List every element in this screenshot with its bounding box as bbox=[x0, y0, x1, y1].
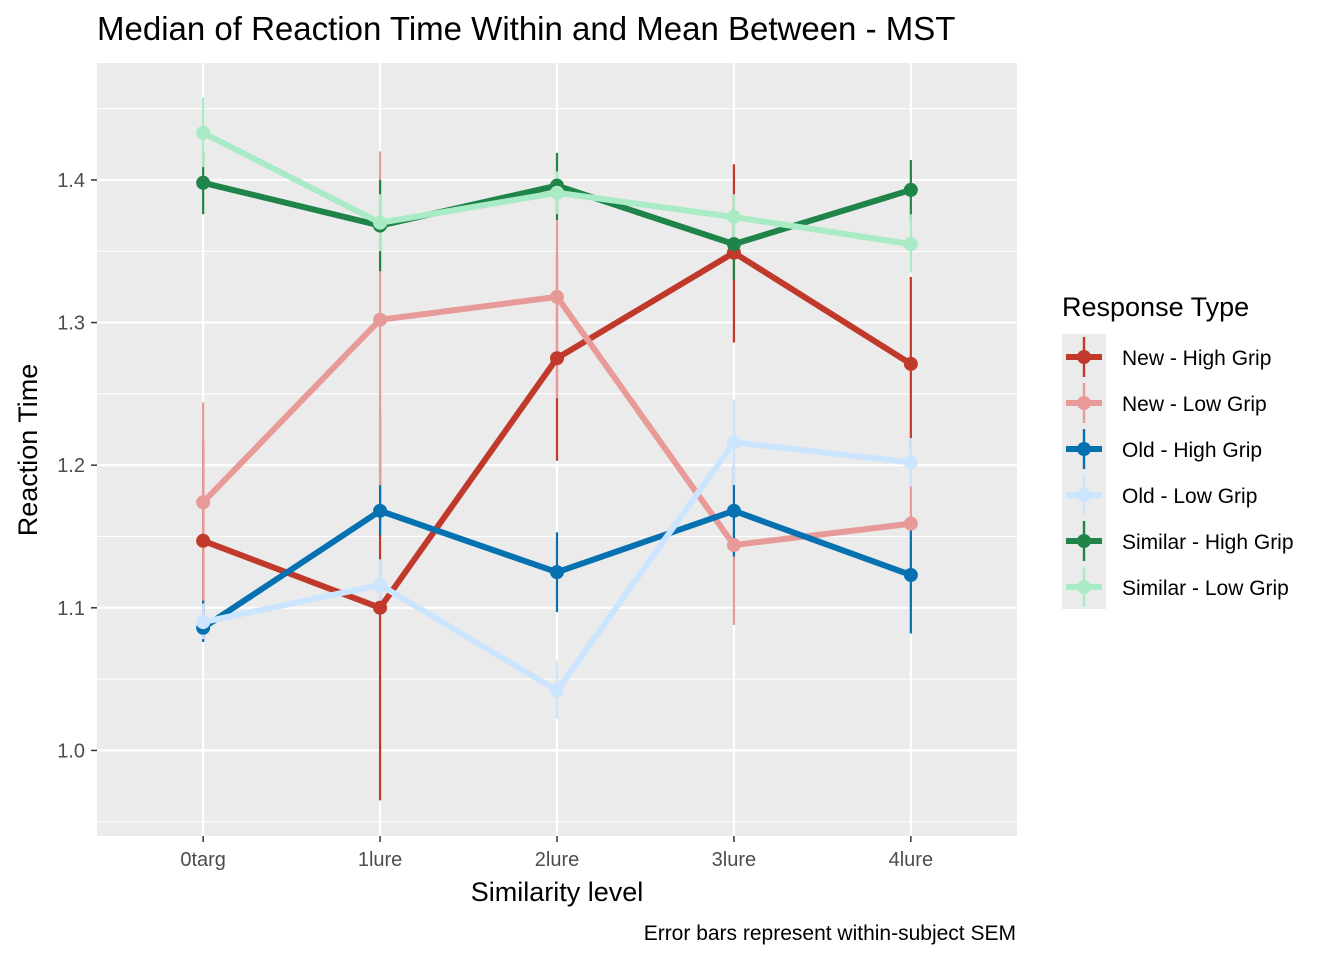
legend-label: Old - Low Grip bbox=[1122, 485, 1257, 508]
legend-key-point bbox=[1077, 350, 1091, 364]
y-axis-ticks: 1.0 1.1 1.2 1.3 1.4 bbox=[57, 170, 97, 762]
x-tick-label: 1lure bbox=[358, 849, 402, 871]
y-tick-label: 1.4 bbox=[57, 170, 85, 192]
data-point bbox=[550, 289, 564, 304]
data-point bbox=[373, 312, 388, 327]
y-axis-title: Reaction Time bbox=[13, 364, 43, 537]
x-axis-title: Similarity level bbox=[471, 877, 644, 907]
y-tick-label: 1.2 bbox=[57, 455, 85, 477]
data-point bbox=[903, 455, 918, 470]
data-point bbox=[550, 351, 564, 366]
data-point bbox=[726, 210, 741, 225]
data-point bbox=[903, 568, 918, 583]
data-point bbox=[373, 577, 388, 592]
legend-key-point bbox=[1077, 396, 1091, 410]
data-point bbox=[373, 600, 388, 615]
legend-key-point bbox=[1077, 488, 1091, 502]
legend-label: Similar - Low Grip bbox=[1122, 577, 1289, 600]
legend-label: Similar - High Grip bbox=[1122, 531, 1294, 554]
data-point bbox=[373, 503, 388, 518]
legend: Response Type New - High Grip New - Low G… bbox=[1062, 292, 1294, 609]
legend-key-background bbox=[1062, 334, 1106, 609]
data-point bbox=[196, 615, 211, 630]
chart-caption: Error bars represent within-subject SEM bbox=[644, 922, 1016, 945]
x-tick-label: 4lure bbox=[889, 849, 933, 871]
data-point bbox=[550, 565, 564, 580]
legend-label: New - High Grip bbox=[1122, 347, 1271, 370]
legend-key-point bbox=[1077, 580, 1091, 594]
data-point bbox=[903, 182, 918, 197]
x-tick-label: 2lure bbox=[535, 849, 579, 871]
y-tick-label: 1.0 bbox=[57, 740, 85, 762]
data-point bbox=[373, 215, 388, 230]
x-tick-label: 3lure bbox=[712, 849, 756, 871]
x-axis-ticks: 0targ 1lure 2lure 3lure 4lure bbox=[180, 836, 933, 871]
data-point bbox=[196, 533, 211, 548]
legend-label: New - Low Grip bbox=[1122, 393, 1267, 416]
legend-key-point bbox=[1077, 442, 1091, 456]
data-point bbox=[726, 538, 741, 553]
data-point bbox=[903, 237, 918, 252]
legend-label: Old - High Grip bbox=[1122, 439, 1262, 462]
data-point bbox=[726, 435, 741, 450]
data-point bbox=[903, 516, 918, 531]
data-point bbox=[726, 237, 741, 252]
legend-title: Response Type bbox=[1062, 292, 1249, 322]
data-point bbox=[550, 185, 564, 200]
data-point bbox=[726, 503, 741, 518]
data-point bbox=[196, 125, 211, 140]
y-tick-label: 1.1 bbox=[57, 598, 85, 620]
x-tick-label: 0targ bbox=[180, 849, 226, 871]
y-tick-label: 1.3 bbox=[57, 313, 85, 335]
chart-title: Median of Reaction Time Within and Mean … bbox=[97, 10, 955, 47]
legend-key-point bbox=[1077, 534, 1091, 548]
data-point bbox=[550, 683, 564, 698]
data-point bbox=[196, 495, 211, 510]
data-point bbox=[903, 356, 918, 371]
series-points bbox=[196, 125, 918, 698]
data-point bbox=[196, 175, 211, 190]
